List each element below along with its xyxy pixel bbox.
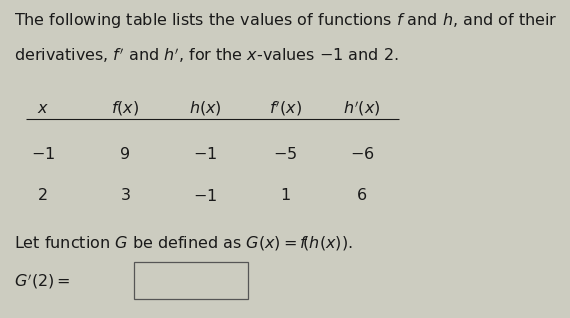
- Text: $-1$: $-1$: [31, 146, 55, 162]
- Text: The following table lists the values of functions $f$ and $h$, and of their: The following table lists the values of …: [14, 11, 557, 30]
- Text: 2: 2: [38, 188, 48, 203]
- Text: $x$: $x$: [36, 100, 49, 116]
- Text: derivatives, $f'$ and $h'$, for the $x$-values $-$1 and 2.: derivatives, $f'$ and $h'$, for the $x$-…: [14, 46, 399, 66]
- Text: 6: 6: [357, 188, 367, 203]
- Text: $-6$: $-6$: [349, 146, 374, 162]
- Text: $f'(x)$: $f'(x)$: [268, 99, 302, 118]
- FancyBboxPatch shape: [134, 262, 248, 299]
- Text: $f(x)$: $f(x)$: [111, 99, 140, 117]
- Text: 9: 9: [120, 147, 131, 162]
- Text: 1: 1: [280, 188, 290, 203]
- Text: Let function $G$ be defined as $G(x) = f\!\left(h(x)\right).$: Let function $G$ be defined as $G(x) = f…: [14, 234, 353, 252]
- Text: $-5$: $-5$: [273, 146, 297, 162]
- Text: $h(x)$: $h(x)$: [189, 99, 222, 117]
- Text: $-1$: $-1$: [193, 188, 217, 204]
- Text: $G'(2) =$: $G'(2) =$: [14, 272, 71, 291]
- Text: $h'(x)$: $h'(x)$: [343, 99, 381, 118]
- Text: 3: 3: [120, 188, 131, 203]
- Text: $-1$: $-1$: [193, 146, 217, 162]
